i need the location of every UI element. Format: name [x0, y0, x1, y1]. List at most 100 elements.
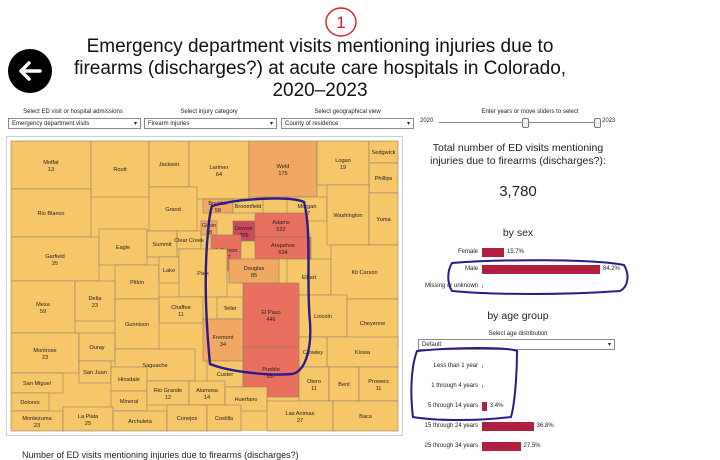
county-mesa[interactable] [10, 280, 76, 334]
county-yuma[interactable] [368, 192, 399, 246]
county-chaffee[interactable] [158, 296, 204, 324]
county-summit[interactable] [146, 230, 178, 258]
bar-category-label: 25 through 34 years [424, 443, 478, 449]
county-rio-grande[interactable] [146, 380, 190, 406]
page-title: Emergency department visits mentioning i… [60, 36, 580, 102]
county-label: Teller [223, 306, 237, 312]
county-value: 809 [239, 233, 248, 239]
county-label: Custer [217, 372, 234, 378]
county-label: Archuleta [128, 419, 153, 425]
county-kiowa[interactable] [326, 336, 399, 368]
map-annotation-outline [204, 197, 312, 376]
bar[interactable] [482, 442, 521, 451]
bar[interactable] [482, 402, 487, 411]
year-slider-handle-end[interactable] [594, 118, 601, 128]
county-value: 58 [215, 208, 221, 214]
injury-label: Select injury category [180, 109, 238, 115]
bar[interactable] [482, 365, 483, 368]
county-label: San Juan [83, 370, 107, 376]
county-las-animas[interactable] [266, 400, 334, 432]
county-bent[interactable] [328, 366, 360, 402]
county-ouray[interactable] [78, 332, 116, 362]
bar-category-label: 5 through 14 years [427, 403, 478, 409]
county-eagle[interactable] [98, 228, 148, 266]
chevron-down-icon: ▾ [406, 121, 410, 127]
injury-value: Firearm injuries [148, 121, 190, 127]
county-label: Broomfield [235, 204, 262, 210]
county-label: Bent [338, 382, 350, 388]
county-value: 59 [40, 309, 46, 315]
county-value: 11 [178, 312, 184, 318]
county-moffat[interactable] [10, 140, 92, 190]
by-sex-title: by sex [502, 227, 534, 239]
bar[interactable] [482, 422, 534, 431]
bar-category-label: 15 through 24 years [424, 423, 478, 429]
sex-annotation-outline [447, 259, 629, 295]
county-value: 23 [42, 355, 48, 361]
county-value: 446 [266, 317, 275, 323]
county-grand[interactable] [148, 186, 198, 232]
county-label: Prowers [368, 379, 389, 385]
county-label: Mineral [120, 399, 138, 405]
bar-value-label: 36.8% [536, 423, 554, 429]
county-value: 85 [251, 273, 257, 279]
year-slider-handle-start[interactable] [522, 118, 529, 128]
year-slider-track[interactable] [439, 122, 597, 123]
age-distribution-select[interactable]: Default ▾ [418, 339, 615, 350]
county-arapahoe[interactable] [254, 236, 312, 260]
county-label: Crowley [303, 350, 323, 356]
county-label: Montrose [33, 348, 56, 354]
county-label: Kit Carson [351, 270, 377, 276]
bar-value-label: 84.2% [602, 266, 620, 272]
bar-category-label: Male [464, 266, 478, 272]
county-delta[interactable] [74, 280, 116, 322]
bar[interactable] [482, 285, 483, 288]
county-phillips[interactable] [368, 162, 399, 194]
geo-select[interactable]: County of residence ▾ [281, 118, 414, 129]
visit-type-select[interactable]: Emergency department visits ▾ [8, 118, 141, 129]
county-montrose[interactable] [10, 332, 80, 374]
county-lincoln[interactable] [298, 294, 348, 338]
title-line-1: Emergency department visits mentioning i… [86, 36, 554, 57]
county-label: Rio Blanco [37, 211, 64, 217]
county-otero[interactable] [298, 366, 330, 402]
county-baca[interactable] [332, 400, 399, 432]
county-label: Cheyenne [360, 321, 386, 327]
county-rio-blanco[interactable] [10, 188, 92, 238]
bar-value-label: 27.5% [523, 443, 541, 449]
county-label: Huerfano [234, 397, 257, 403]
bar-category-label: 1 through 4 years [431, 383, 478, 389]
county-label: Delta [88, 296, 102, 302]
county-washington[interactable] [326, 184, 370, 246]
county-el-paso[interactable] [242, 282, 300, 348]
back-button[interactable] [8, 49, 52, 93]
county-value: 11 [376, 386, 382, 392]
injury-select[interactable]: Firearm injuries ▾ [144, 118, 277, 129]
county-label: Baca [359, 414, 373, 420]
county-value: 534 [278, 250, 287, 256]
county-park[interactable] [178, 248, 228, 298]
county-label: Kiowa [355, 350, 371, 356]
bar[interactable] [482, 248, 504, 257]
county-label: Phillips [375, 176, 393, 182]
county-value: 34 [220, 342, 226, 348]
years-label: Enter years or move sliders to select [481, 109, 579, 115]
county-la-plata[interactable] [62, 406, 114, 432]
county-label: Ouray [89, 345, 104, 351]
county-routt[interactable] [90, 140, 150, 198]
county-label: Otero [307, 379, 321, 385]
county-label: Lincoln [314, 314, 332, 320]
county-larimer[interactable] [188, 140, 250, 200]
county-garfield[interactable] [10, 236, 100, 282]
county-label: Dolores [20, 400, 39, 406]
county-weld[interactable] [248, 140, 318, 198]
county-adams[interactable] [254, 212, 308, 238]
county-value: 23 [92, 303, 98, 309]
county-costilla[interactable] [206, 404, 242, 432]
bar[interactable] [482, 385, 483, 388]
visit-type-label: Select ED visit or hospital admissions [23, 109, 123, 115]
bar[interactable] [482, 265, 600, 274]
county-value: 23 [34, 423, 40, 429]
county-prowers[interactable] [358, 366, 399, 402]
county-value: 64 [216, 172, 222, 178]
